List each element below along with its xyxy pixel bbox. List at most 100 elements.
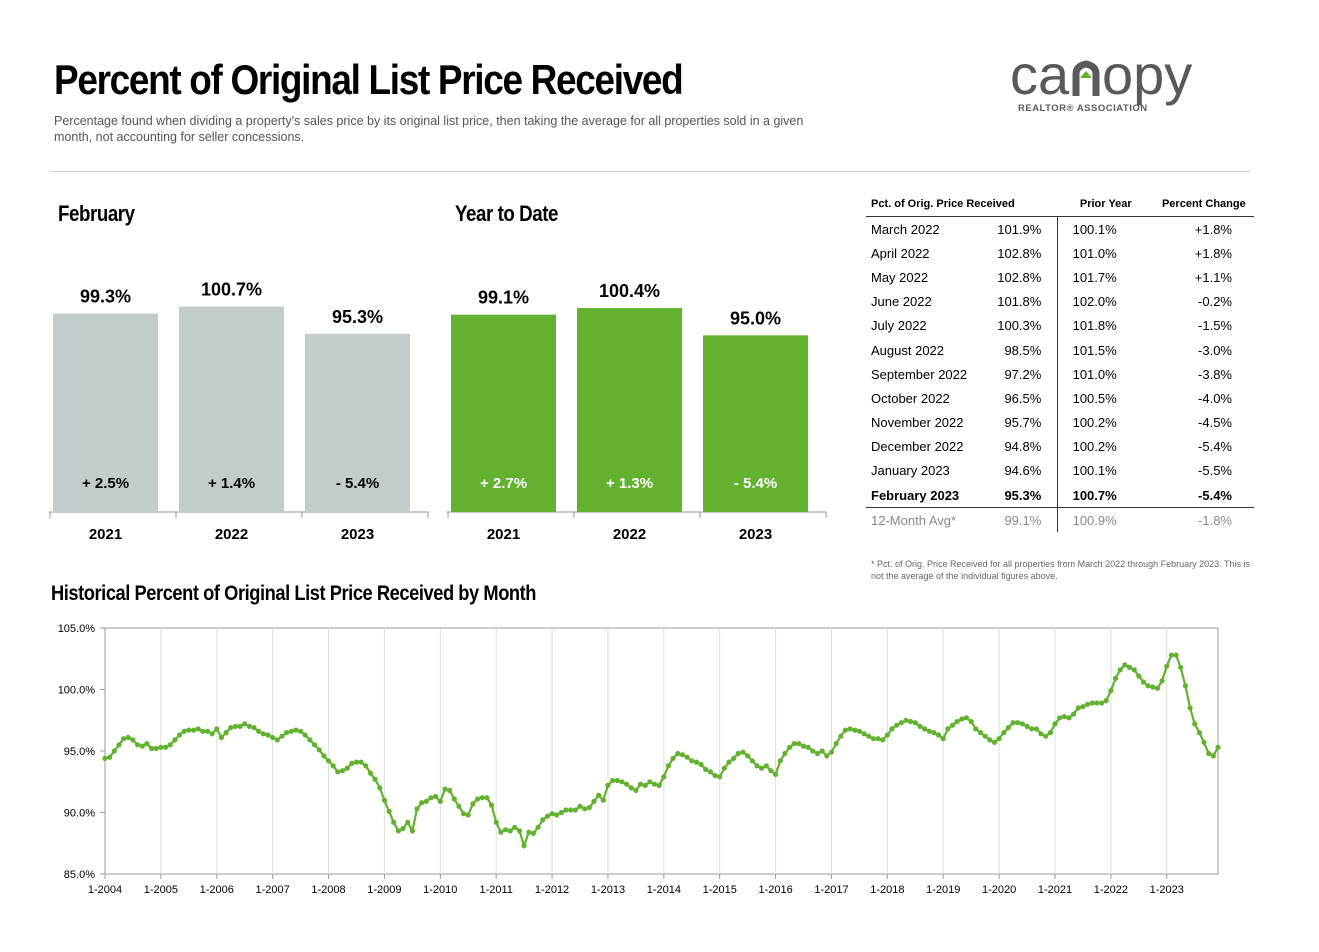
ytd-bar-change-2021: + 2.7% (480, 475, 527, 492)
history-data-point (484, 795, 490, 801)
table-cell-change: -5.4% (1198, 439, 1232, 455)
history-data-point (1103, 698, 1109, 704)
history-data-point (963, 715, 970, 721)
history-data-point (866, 733, 872, 739)
x-tick-label: 1-2020 (982, 884, 1016, 896)
history-data-point (167, 742, 173, 748)
table-row: October 2022 96.5% 100.5% -4.0% (866, 386, 1254, 411)
history-data-point (288, 728, 294, 734)
history-data-point (507, 828, 513, 834)
ytd-heading: Year to Date (455, 201, 558, 226)
table-cell-change: -0.2% (1198, 294, 1232, 310)
history-data-point (628, 785, 634, 791)
history-data-point (787, 744, 793, 750)
history-data-point (1196, 730, 1202, 736)
history-data-point (1019, 721, 1025, 727)
history-data-point (861, 731, 867, 737)
history-data-point (358, 759, 364, 765)
history-data-point (172, 737, 178, 743)
table-cell-change: -3.8% (1198, 366, 1232, 382)
history-data-point (186, 727, 192, 733)
history-data-point (367, 770, 373, 776)
february-heading: February (58, 201, 135, 226)
history-data-point (735, 750, 741, 757)
history-data-point (624, 781, 630, 787)
history-data-point (1010, 720, 1016, 726)
x-tick-label: 1-2022 (1094, 884, 1128, 896)
x-tick-label: 1-2011 (479, 884, 512, 896)
ytd-bar-value-2021: 99.1% (478, 288, 529, 308)
history-data-point (1112, 675, 1119, 681)
table-cell-month: 12-Month Avg* (866, 507, 986, 533)
historical-heading: Historical Percent of Original List Pric… (51, 582, 537, 605)
history-data-point (153, 745, 159, 752)
history-data-point (852, 727, 858, 733)
ytd-bar-change-2022: + 1.3% (606, 475, 653, 492)
history-data-point (777, 758, 783, 764)
logo-n-shape (1072, 60, 1100, 96)
table-cell-value: 102.8% (997, 245, 1042, 261)
history-data-point (214, 726, 220, 732)
table-cell-change: -3.0% (1198, 342, 1232, 358)
history-data-point (316, 747, 322, 753)
x-tick-label: 1-2014 (647, 884, 681, 896)
logo-tagline: REALTOR® ASSOCIATION (1018, 103, 1148, 114)
ytd-year-label-2022: 2022 (613, 526, 646, 543)
table-cell-month: November 2022 (871, 415, 964, 431)
history-data-point (875, 736, 881, 742)
history-data-point (898, 720, 904, 726)
history-data-point (549, 811, 555, 817)
canopy-logo[interactable]: ca opy REALTOR® ASSOCIATION (1010, 43, 1250, 123)
table-row: November 2022 95.7% 100.2% -4.5% (866, 410, 1254, 435)
history-data-point (284, 730, 290, 736)
history-data-point (596, 792, 602, 798)
table-row: December 2022 94.8% 100.2% -5.4% (866, 434, 1254, 459)
history-data-point (554, 812, 560, 818)
history-data-point (195, 726, 201, 732)
history-data-point (833, 741, 839, 747)
table-cell-prior: 101.0% (1057, 241, 1149, 266)
history-data-point (409, 828, 415, 834)
table-cell-value: 100.3% (997, 318, 1042, 334)
history-data-point (447, 787, 453, 793)
history-data-point (796, 741, 802, 747)
history-data-point (819, 748, 825, 754)
canopy-logo-graphic: ca opy REALTOR® ASSOCIATION (1010, 43, 1192, 114)
february-bar-value-2023: 95.3% (332, 307, 383, 327)
history-data-point (842, 727, 849, 733)
history-data-point (693, 759, 700, 765)
y-tick-label: 90.0% (64, 808, 95, 820)
history-data-point (1206, 750, 1212, 757)
history-data-point (950, 722, 956, 728)
history-data-point (922, 726, 928, 732)
history-data-point (1029, 726, 1035, 732)
table-cell-value: 99.1% (985, 507, 1058, 533)
history-data-point (465, 812, 471, 818)
x-tick-label: 1-2018 (870, 884, 904, 896)
history-data-point (912, 720, 918, 726)
history-data-point (1140, 679, 1147, 685)
history-data-point (773, 771, 779, 777)
history-data-point (768, 768, 774, 774)
history-data-point (1126, 664, 1133, 670)
history-data-point (218, 734, 224, 741)
history-data-point (717, 774, 723, 780)
x-tick-label: 1-2023 (1150, 884, 1184, 896)
table-cell-prior: 100.9% (1057, 507, 1149, 533)
history-data-point (703, 766, 709, 772)
table-cell-change: +1.8% (1194, 245, 1232, 261)
history-data-point (1154, 685, 1161, 691)
table-cell-prior: 100.1% (1057, 216, 1149, 242)
table-header-row: Pct. of Orig. Price Received Prior Year … (866, 198, 1254, 217)
history-data-point (209, 731, 215, 737)
history-data-point (1080, 704, 1086, 710)
table-row: September 2022 97.2% 101.0% -3.8% (866, 362, 1254, 387)
history-data-point (600, 797, 606, 803)
history-data-point (228, 725, 234, 731)
history-data-point (665, 763, 672, 769)
x-tick-label: 1-2015 (703, 884, 737, 896)
table-cell-month: July 2022 (871, 318, 927, 334)
history-data-point (526, 829, 532, 835)
x-tick-label: 1-2013 (591, 884, 625, 896)
table-cell-value: 95.3% (1004, 487, 1042, 503)
